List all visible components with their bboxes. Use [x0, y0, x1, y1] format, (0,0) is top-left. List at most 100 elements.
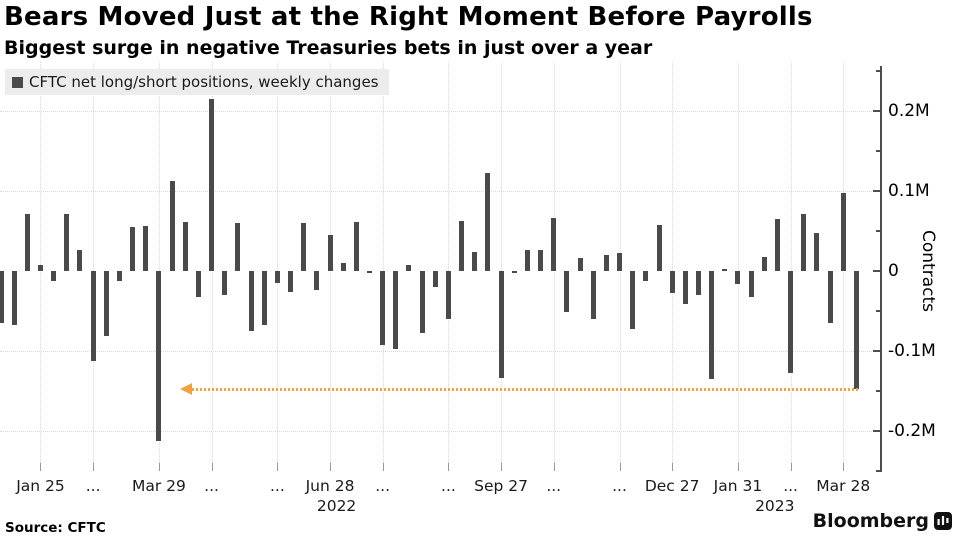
- bar: [761, 256, 767, 271]
- bar: [485, 172, 491, 271]
- legend: CFTC net long/short positions, weekly ch…: [5, 69, 389, 95]
- vertical-gridline: [501, 62, 503, 471]
- x-axis-tick: [93, 463, 95, 471]
- x-tick-label: Mar 29: [131, 477, 186, 495]
- y-tick-label: -0.1M: [888, 341, 936, 361]
- vertical-gridline: [448, 62, 450, 471]
- x-axis-tick: [448, 463, 450, 471]
- bloomberg-wordmark: Bloomberg: [812, 510, 929, 532]
- x-axis-tick: [619, 463, 621, 471]
- x-tick-label: Jan 31: [713, 477, 763, 495]
- bar: [630, 271, 636, 330]
- y-axis-line: [880, 66, 882, 472]
- bar: [551, 218, 557, 271]
- vertical-gridline: [672, 62, 674, 471]
- bar: [511, 271, 517, 274]
- bar: [366, 271, 372, 273]
- x-axis-tick: [158, 463, 160, 471]
- x-tick-label: ...: [546, 477, 562, 495]
- bar: [524, 250, 530, 271]
- bar: [235, 223, 241, 271]
- y-tick-label: -0.2M: [888, 421, 936, 441]
- y-tick-label: 0: [888, 261, 899, 281]
- x-tick-label: ...: [269, 477, 285, 495]
- bar: [182, 222, 188, 271]
- legend-swatch-icon: [12, 76, 23, 88]
- x-tick-label: Dec 27: [644, 477, 700, 495]
- bar: [37, 265, 43, 271]
- x-tick-label: ...: [85, 477, 101, 495]
- bloomberg-logo: Bloomberg: [813, 510, 952, 532]
- bar: [564, 271, 570, 312]
- bar: [709, 271, 715, 379]
- annotation-arrow-head: [179, 383, 192, 396]
- y-axis-tick: [873, 190, 882, 192]
- x-tick-label: Jan 25: [16, 477, 65, 495]
- vertical-gridline: [93, 62, 95, 471]
- bar: [103, 271, 109, 336]
- bar: [695, 271, 701, 295]
- bar: [195, 271, 201, 297]
- y-axis-minor-tick: [876, 470, 882, 472]
- bloomberg-terminal-icon: [934, 512, 952, 530]
- bar: [143, 226, 149, 271]
- bar: [51, 271, 57, 281]
- x-tick-label: ...: [612, 477, 627, 495]
- bar: [24, 214, 30, 271]
- bar: [814, 232, 820, 271]
- bar: [0, 271, 4, 323]
- bar: [445, 271, 451, 319]
- bar: [840, 192, 846, 271]
- bar: [169, 180, 175, 271]
- x-axis-tick: [211, 463, 213, 471]
- bar: [77, 250, 83, 271]
- bar: [64, 214, 70, 271]
- vertical-gridline: [277, 62, 279, 471]
- bar: [419, 271, 425, 334]
- bar: [656, 224, 662, 271]
- bar: [261, 271, 267, 325]
- bar: [380, 271, 386, 346]
- y-axis-tick: [873, 270, 882, 272]
- horizontal-gridline: [0, 111, 880, 112]
- bar: [853, 271, 859, 390]
- bar: [340, 263, 346, 271]
- bar: [274, 271, 280, 283]
- x-tick-label: Jun 28: [305, 477, 355, 495]
- y-axis-tick: [873, 430, 882, 432]
- bar: [301, 223, 307, 271]
- bar: [788, 271, 794, 373]
- vertical-gridline: [790, 62, 792, 471]
- x-axis-tick: [790, 463, 792, 471]
- x-axis-tick: [553, 463, 555, 471]
- bar: [577, 258, 583, 271]
- y-axis-minor-tick: [876, 390, 882, 392]
- x-axis-tick: [330, 463, 331, 471]
- y-axis-tick: [873, 110, 882, 112]
- bar: [432, 271, 438, 287]
- x-tick-label: ...: [375, 477, 391, 495]
- bar: [248, 271, 254, 331]
- y-tick-label: 0.2M: [888, 101, 930, 121]
- y-axis-minor-tick: [876, 70, 882, 72]
- bar: [643, 271, 649, 281]
- y-axis-minor-tick: [876, 310, 882, 312]
- bar: [590, 271, 596, 319]
- bar: [498, 271, 504, 379]
- y-tick-label: 0.1M: [888, 181, 930, 201]
- bar: [748, 271, 754, 297]
- year-label: 2023: [755, 497, 795, 515]
- x-tick-label: Sep 27: [474, 477, 529, 495]
- x-axis-tick: [843, 463, 845, 471]
- y-axis-tick: [873, 350, 882, 352]
- bar: [603, 255, 609, 271]
- x-axis-tick: [277, 463, 279, 471]
- vertical-gridline: [382, 62, 384, 471]
- bar: [209, 99, 215, 271]
- bar: [459, 220, 465, 271]
- y-axis-title: Contracts: [918, 230, 938, 312]
- page-title: Bears Moved Just at the Right Moment Bef…: [4, 2, 813, 32]
- bar: [314, 271, 320, 291]
- x-axis-tick: [382, 463, 384, 471]
- bar: [156, 271, 162, 442]
